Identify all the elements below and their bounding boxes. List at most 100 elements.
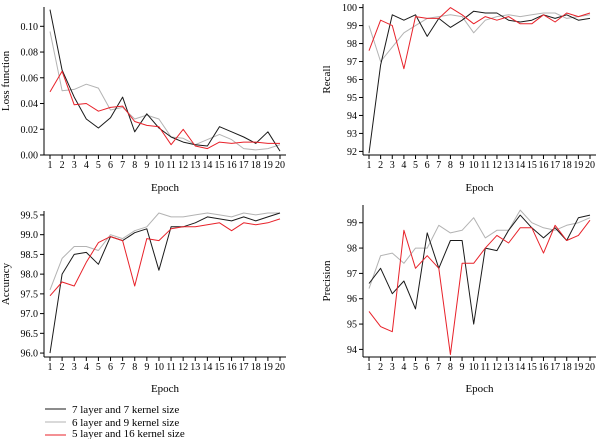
x-tick-label: 1 [367, 160, 372, 171]
x-tick-label: 14 [202, 160, 212, 171]
y-tick-label: 97 [347, 57, 357, 68]
x-tick-label: 19 [263, 160, 273, 171]
y-tick-label: 95 [347, 93, 357, 104]
x-tick-label: 9 [460, 362, 465, 373]
x-tick-label: 17 [550, 160, 560, 171]
series-line-2 [49, 212, 280, 291]
y-tick-label: 0.04 [21, 99, 39, 110]
x-tick-label: 9 [460, 160, 465, 171]
x-tick-label: 20 [585, 160, 595, 171]
x-tick-label: 18 [562, 160, 572, 171]
x-tick-label: 12 [492, 362, 502, 373]
y-tick-label: 96 [347, 294, 357, 305]
y-tick-label: 98.0 [21, 270, 39, 281]
y-axis-label: Loss function [0, 50, 12, 111]
x-tick-label: 7 [120, 160, 125, 171]
x-tick-label: 13 [504, 362, 514, 373]
x-tick-label: 10 [154, 362, 164, 373]
y-tick-label: 0.08 [21, 48, 39, 59]
x-tick-label: 3 [72, 362, 77, 373]
y-tick-label: 97 [347, 269, 357, 280]
y-axis-label: Recall [321, 65, 333, 93]
x-tick-label: 5 [413, 362, 418, 373]
x-tick-label: 3 [390, 160, 395, 171]
legend-label-series-1: 7 layer and 7 kernel size [72, 404, 179, 416]
series-line-2 [49, 31, 281, 151]
x-tick-label: 15 [214, 362, 224, 373]
series-line-1 [49, 212, 281, 354]
y-tick-label: 97.0 [21, 309, 39, 320]
x-tick-label: 18 [251, 160, 261, 171]
series-line-3 [368, 7, 591, 70]
x-tick-label: 11 [480, 160, 490, 171]
x-tick-label: 12 [178, 362, 188, 373]
x-tick-label: 19 [573, 160, 583, 171]
series-line-1 [368, 214, 591, 325]
x-tick-label: 8 [448, 362, 453, 373]
x-tick-label: 14 [515, 160, 525, 171]
x-tick-label: 1 [367, 362, 372, 373]
x-tick-label: 7 [436, 362, 441, 373]
legend: 7 layer and 7 kernel size 6 layer and 9 … [45, 404, 185, 439]
x-tick-label: 15 [527, 160, 537, 171]
x-tick-label: 12 [492, 160, 502, 171]
x-tick-label: 6 [425, 160, 430, 171]
x-tick-label: 7 [120, 362, 125, 373]
x-tick-label: 4 [401, 362, 406, 373]
x-tick-label: 16 [227, 160, 237, 171]
x-tick-label: 5 [96, 362, 101, 373]
y-axis-label: Accuracy [0, 262, 12, 305]
y-tick-label: 99 [347, 218, 357, 229]
x-tick-label: 16 [538, 362, 548, 373]
x-tick-label: 10 [469, 362, 479, 373]
y-tick-label: 0.10 [21, 22, 39, 33]
y-tick-label: 99 [347, 21, 357, 32]
x-tick-label: 8 [132, 362, 137, 373]
y-tick-label: 98 [347, 244, 357, 255]
panel-loss: 1 2 3 4 5 6 7 8 9 10 11 12 13 14 15 16 17 18 19 200.000.020… [0, 7, 286, 194]
panel-accuracy: 1 2 3 4 5 6 7 8 9 10 11 12 13 14 15 16 17 18 19 2096.096.59… [0, 210, 286, 395]
x-tick-label: 5 [413, 160, 418, 171]
x-tick-label: 20 [585, 362, 595, 373]
x-tick-label: 17 [239, 160, 249, 171]
x-tick-label: 20 [275, 160, 285, 171]
y-tick-label: 96.0 [21, 349, 39, 360]
x-tick-label: 5 [96, 160, 101, 171]
series-line-3 [368, 219, 591, 355]
legend-label-series-3: 5 layer and 16 kernel size [72, 428, 185, 439]
x-tick-label: 1 [48, 160, 53, 171]
x-tick-label: 17 [550, 362, 560, 373]
x-tick-label: 3 [390, 362, 395, 373]
x-tick-label: 15 [527, 362, 537, 373]
x-tick-label: 10 [469, 160, 479, 171]
x-tick-label: 8 [132, 160, 137, 171]
x-tick-label: 2 [60, 362, 65, 373]
y-tick-label: 94 [347, 111, 357, 122]
x-tick-label: 6 [108, 160, 113, 171]
y-tick-label: 0.00 [21, 151, 39, 162]
x-tick-label: 18 [562, 362, 572, 373]
x-tick-label: 12 [178, 160, 188, 171]
x-tick-label: 17 [239, 362, 249, 373]
x-tick-label: 3 [72, 160, 77, 171]
y-tick-label: 92 [347, 147, 357, 158]
x-tick-label: 11 [166, 362, 176, 373]
series-line-1 [49, 9, 281, 152]
x-tick-label: 9 [144, 362, 149, 373]
series-line-1 [368, 10, 591, 154]
x-axis-label: Epoch [151, 383, 180, 395]
y-tick-label: 94 [347, 345, 357, 356]
y-tick-label: 98.5 [21, 250, 39, 261]
x-tick-label: 2 [60, 160, 65, 171]
x-tick-label: 18 [251, 362, 261, 373]
x-axis-label: Epoch [465, 182, 494, 194]
legend-label-series-2: 6 layer and 9 kernel size [72, 417, 179, 429]
x-tick-label: 15 [214, 160, 224, 171]
x-tick-label: 13 [190, 160, 200, 171]
y-axis-label: Precision [321, 260, 333, 301]
y-tick-label: 96 [347, 75, 357, 86]
y-tick-label: 99.0 [21, 230, 39, 241]
y-tick-label: 100 [342, 3, 357, 14]
x-tick-label: 20 [275, 362, 285, 373]
